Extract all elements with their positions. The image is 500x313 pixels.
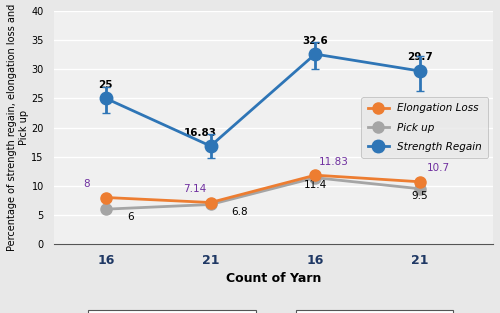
Text: 29.7: 29.7 <box>407 53 432 63</box>
Elongation Loss <box>103 196 109 199</box>
Legend: Elongation Loss, Pick up, Strength Regain: Elongation Loss, Pick up, Strength Regai… <box>362 97 488 158</box>
Text: 8: 8 <box>84 179 90 189</box>
Elongation Loss <box>208 201 214 204</box>
Y-axis label: Percentage of strength regain, elongation loss and
Pick up: Percentage of strength regain, elongatio… <box>7 4 28 251</box>
Text: 9.5: 9.5 <box>412 191 428 201</box>
Text: 32.6: 32.6 <box>302 36 328 46</box>
Text: 11.83: 11.83 <box>319 157 349 167</box>
Text: 6.8: 6.8 <box>232 207 248 217</box>
Text: 10.7: 10.7 <box>427 163 450 173</box>
Pick up <box>417 187 423 191</box>
X-axis label: Count of Yarn: Count of Yarn <box>226 272 321 285</box>
Text: 25: 25 <box>98 80 113 90</box>
Text: 16.83: 16.83 <box>184 127 216 137</box>
Text: 7.14: 7.14 <box>183 184 206 194</box>
Pick up <box>312 176 318 180</box>
Line: Elongation Loss: Elongation Loss <box>100 170 425 208</box>
Text: 6: 6 <box>127 212 134 222</box>
Pick up <box>103 207 109 211</box>
Elongation Loss <box>312 173 318 177</box>
Text: 11.4: 11.4 <box>304 180 327 190</box>
Line: Pick up: Pick up <box>100 172 425 215</box>
Pick up <box>208 203 214 206</box>
Elongation Loss <box>417 180 423 184</box>
